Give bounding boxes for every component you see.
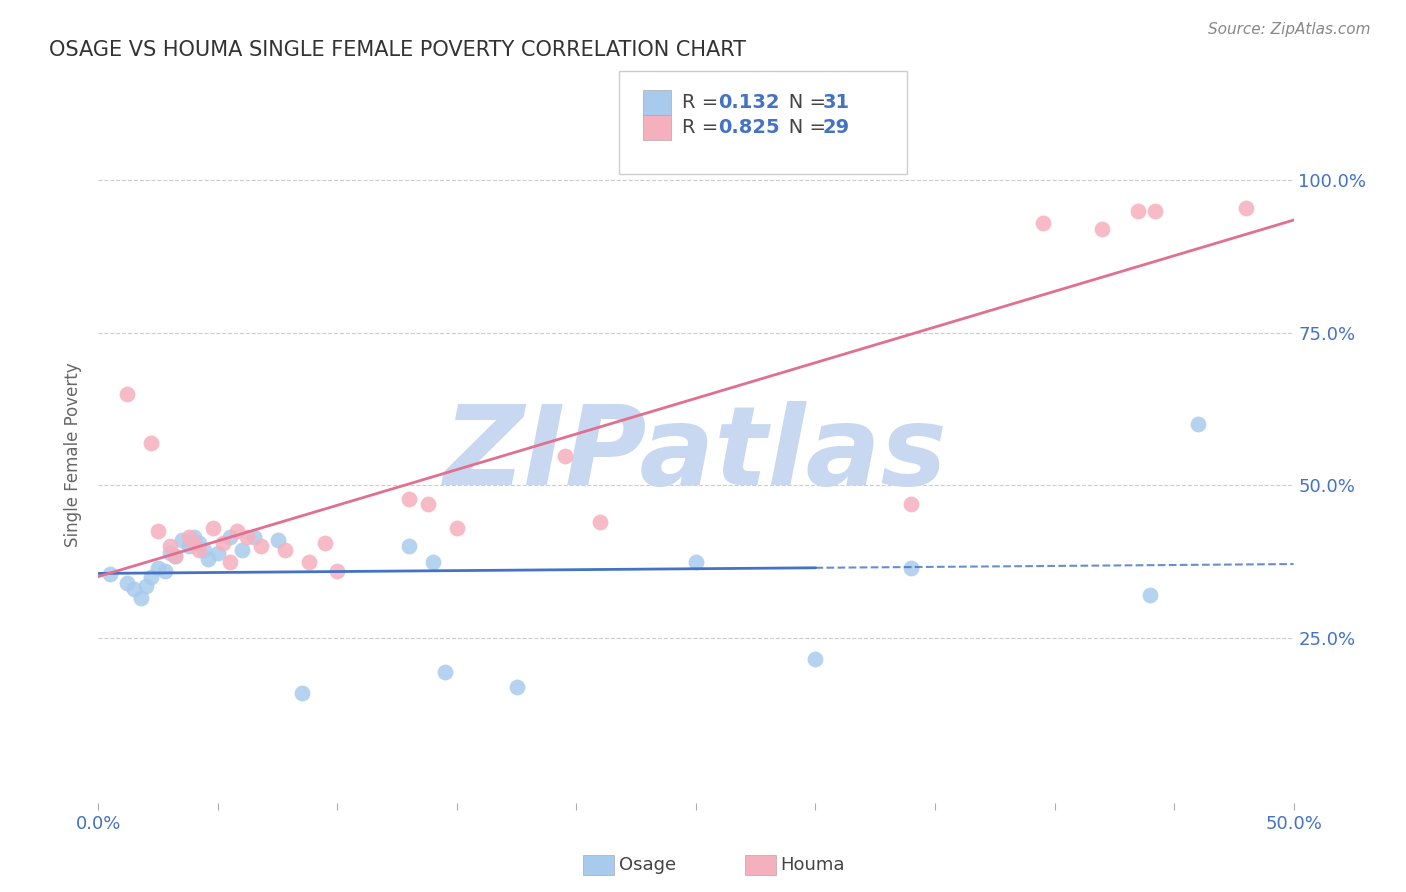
Point [159,540,181,554]
Point [1143,203,1166,218]
Point [139,570,162,584]
Point [315,536,337,550]
Text: R =: R = [682,118,724,137]
Point [226,524,249,539]
Point [115,576,138,591]
Point [231,542,253,557]
Point [207,545,229,559]
Point [589,515,612,529]
Point [243,530,266,544]
Text: 31: 31 [823,93,849,112]
Point [418,497,440,511]
Point [298,555,321,569]
Point [506,680,529,694]
Point [183,530,205,544]
Point [131,591,153,606]
Point [172,533,194,548]
Point [115,387,138,401]
Point [326,564,349,578]
Text: Osage: Osage [619,856,676,874]
Point [291,686,314,700]
Point [211,536,233,550]
Point [554,449,576,463]
Point [148,561,170,575]
Point [159,545,181,559]
Point [219,530,242,544]
Point [148,524,170,539]
Text: N =: N = [770,118,832,137]
Point [163,549,186,563]
Text: OSAGE VS HOUMA SINGLE FEMALE POVERTY CORRELATION CHART: OSAGE VS HOUMA SINGLE FEMALE POVERTY COR… [49,40,747,60]
Text: N =: N = [770,93,832,112]
Point [267,533,290,548]
Point [179,540,201,554]
Point [446,521,468,535]
Point [155,564,177,578]
Point [193,542,215,557]
Point [422,555,444,569]
Text: Source: ZipAtlas.com: Source: ZipAtlas.com [1208,22,1371,37]
Point [900,497,922,511]
Text: 29: 29 [823,118,849,137]
Point [250,540,273,554]
Point [187,536,209,550]
Point [398,491,420,506]
Point [135,579,157,593]
Y-axis label: Single Female Poverty: Single Female Poverty [65,363,83,547]
Point [124,582,146,597]
Text: 0.132: 0.132 [718,93,780,112]
Point [183,536,205,550]
Point [1128,203,1150,218]
Point [398,540,420,554]
Point [434,665,457,679]
Point [98,566,122,581]
Point [1234,201,1257,215]
Text: 0.825: 0.825 [718,118,780,137]
Point [685,555,707,569]
Point [1032,216,1054,230]
Point [235,530,257,544]
Point [202,521,225,535]
Point [197,551,219,566]
Text: Houma: Houma [780,856,845,874]
Point [219,555,242,569]
Point [1091,222,1114,236]
Point [804,652,827,666]
Point [187,542,209,557]
Point [274,542,297,557]
Point [139,435,162,450]
Point [1139,588,1161,602]
Point [1187,417,1209,432]
Text: ZIPatlas: ZIPatlas [444,401,948,508]
Point [900,561,922,575]
Point [163,549,186,563]
Point [179,530,201,544]
Text: R =: R = [682,93,724,112]
